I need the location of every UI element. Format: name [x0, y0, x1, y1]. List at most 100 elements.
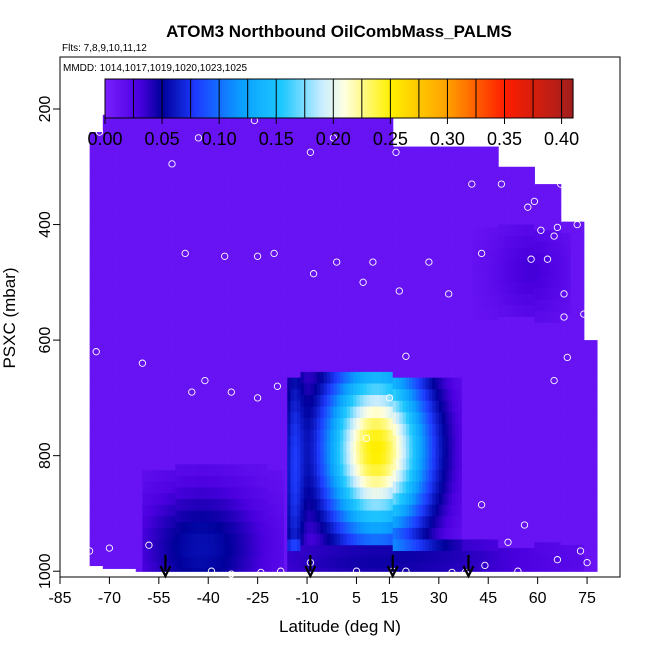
heatmap-cell [478, 458, 483, 471]
heatmap-cell [372, 325, 377, 338]
heatmap-cell [369, 175, 374, 188]
heatmap-cell [442, 204, 447, 217]
heatmap-cell [102, 438, 107, 451]
heatmap-cell [409, 481, 414, 494]
heatmap-cell [198, 360, 203, 373]
heatmap-cell [340, 360, 344, 373]
heatmap-cell [112, 461, 117, 474]
heatmap-cell [142, 296, 147, 309]
heatmap-cell [465, 296, 470, 309]
heatmap-cell [185, 175, 190, 188]
heatmap-cell [198, 499, 203, 512]
heatmap-cell [208, 210, 213, 223]
heatmap-cell [419, 262, 423, 275]
heatmap-cell [340, 314, 344, 327]
heatmap-cell [372, 337, 377, 350]
heatmap-cell [102, 415, 107, 428]
heatmap-cell [389, 360, 394, 373]
heatmap-cell [452, 343, 456, 356]
heatmap-cell [455, 296, 460, 309]
heatmap-cell [274, 250, 279, 263]
heatmap-cell [369, 267, 374, 281]
heatmap-cell [303, 429, 308, 442]
heatmap-cell [204, 198, 209, 211]
heatmap-cell [432, 204, 437, 217]
heatmap-cell [284, 551, 288, 564]
heatmap-cell [349, 233, 354, 246]
heatmap-cell [303, 475, 308, 489]
heatmap-cell [372, 452, 377, 465]
heatmap-cell [438, 169, 443, 182]
heatmap-cell [155, 435, 160, 448]
heatmap-cell [264, 129, 269, 142]
heatmap-cell [435, 400, 440, 413]
heatmap-cell [172, 458, 176, 471]
heatmap-cell [478, 447, 483, 460]
heatmap-cell [293, 377, 298, 390]
heatmap-cell [366, 256, 371, 269]
heatmap-cell [363, 256, 367, 269]
heatmap-cell [372, 418, 377, 431]
heatmap-cell [89, 213, 94, 226]
heatmap-cell [412, 158, 417, 171]
heatmap-cell [152, 354, 157, 367]
heatmap-cell [316, 568, 321, 572]
heatmap-cell [264, 233, 269, 246]
heatmap-cell [475, 562, 479, 572]
heatmap-cell [221, 163, 226, 177]
heatmap-cell [445, 343, 450, 356]
heatmap-cell [363, 233, 367, 246]
heatmap-cell [155, 377, 160, 390]
heatmap-cell [152, 158, 157, 171]
heatmap-cell [185, 198, 190, 211]
heatmap-cell [484, 250, 489, 263]
heatmap-cell [386, 117, 391, 130]
heatmap-cell [494, 215, 499, 229]
heatmap-cell [363, 395, 367, 408]
heatmap-cell [244, 395, 249, 408]
heatmap-cell [343, 187, 348, 200]
heatmap-cell [340, 568, 344, 572]
heatmap-cell [254, 360, 259, 373]
heatmap-cell [267, 204, 272, 217]
heatmap-cell [270, 204, 275, 217]
heatmap-cell [419, 146, 423, 159]
heatmap-cell [405, 192, 410, 205]
heatmap-cell [188, 533, 193, 546]
heatmap-cell [214, 522, 219, 535]
heatmap-cell [178, 452, 183, 465]
heatmap-cell [152, 250, 157, 263]
heatmap-cell [412, 412, 417, 425]
heatmap-cell [109, 126, 114, 139]
heatmap-cell [389, 325, 394, 338]
heatmap-cell [109, 438, 114, 451]
heatmap-cell [122, 392, 127, 405]
heatmap-cell [145, 435, 150, 448]
heatmap-cell [175, 418, 180, 431]
heatmap-cell [125, 403, 130, 416]
heatmap-cell [419, 204, 423, 217]
heatmap-cell [488, 296, 493, 309]
heatmap-cell [231, 244, 236, 257]
heatmap-cell [188, 522, 193, 535]
heatmap-cell [349, 522, 354, 535]
heatmap-cell [504, 270, 509, 283]
heatmap-cell [185, 464, 190, 477]
heatmap-cell [412, 458, 417, 471]
heatmap-cell [425, 158, 430, 171]
heatmap-cell [465, 146, 470, 159]
heatmap-cell [435, 447, 440, 460]
heatmap-cell [428, 239, 433, 252]
heatmap-cell [148, 470, 153, 483]
heatmap-cell [438, 181, 443, 194]
heatmap-cell [488, 262, 493, 275]
heatmap-cell [96, 478, 101, 491]
heatmap-cell [162, 423, 167, 437]
heatmap-cell [237, 163, 242, 177]
heatmap-cell [280, 273, 285, 286]
heatmap-cell [353, 325, 358, 338]
heatmap-cell [452, 181, 456, 194]
heatmap-cell [178, 371, 183, 385]
heatmap-cell [221, 395, 226, 408]
heatmap-cell [326, 475, 331, 489]
